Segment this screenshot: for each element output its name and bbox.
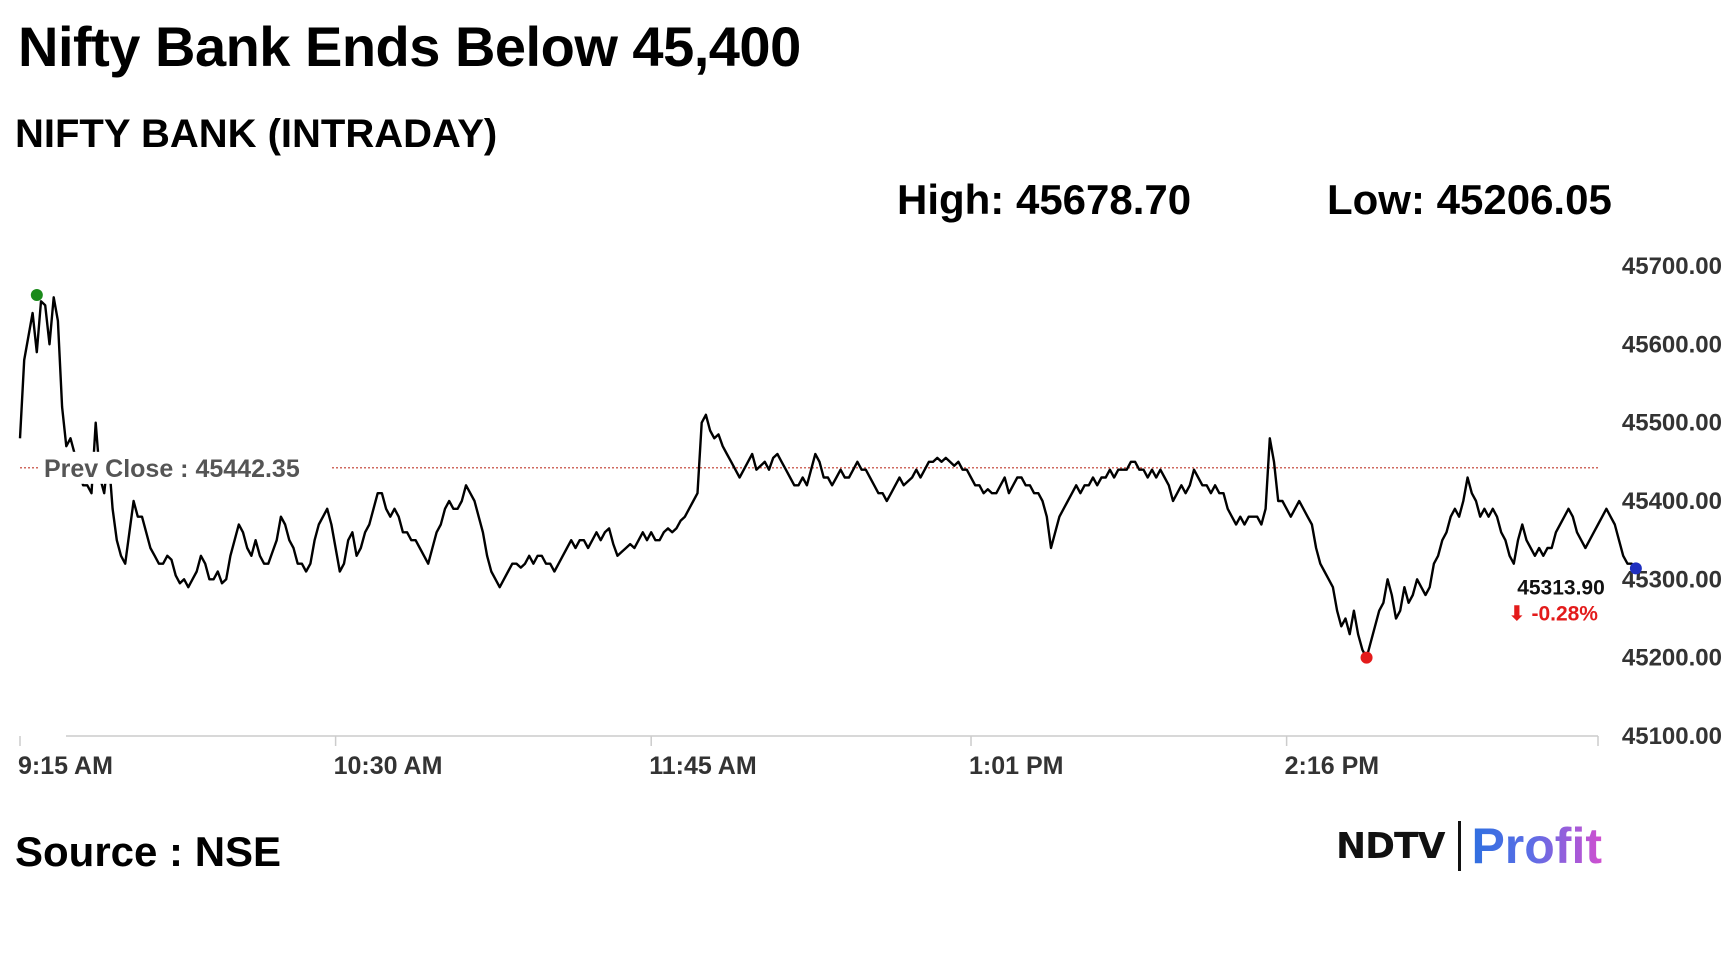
x-tick-label: 1:01 PM — [969, 752, 1063, 780]
y-tick-label: 45100.00 — [1622, 723, 1722, 750]
x-axis: 9:15 AM 10:30 AM 11:45 AM 1:01 PM 2:16 PM — [18, 736, 1599, 780]
day-high-label: High: 45678.70 — [897, 176, 1192, 223]
x-tick-label: 2:16 PM — [1285, 752, 1379, 780]
x-tick-label: 11:45 AM — [649, 752, 756, 780]
last-change-label: ⬇ -0.28% — [1508, 602, 1598, 625]
logo-profit-text: Profit — [1471, 818, 1602, 874]
logo-ndtv-text: NDTV — [1336, 825, 1445, 867]
prev-close-label: Prev Close : 45442.35 — [44, 455, 300, 483]
y-tick-label: 45500.00 — [1622, 410, 1722, 437]
y-tick-label: 45400.00 — [1622, 488, 1722, 515]
day-low-marker — [1360, 651, 1373, 664]
last-price-label: 45313.90 — [1517, 576, 1605, 599]
y-tick-label: 45200.00 — [1622, 645, 1722, 672]
day-low-label: Low: 45206.05 — [1327, 176, 1612, 223]
y-tick-label: 45600.00 — [1622, 331, 1722, 358]
y-tick-label: 45700.00 — [1622, 253, 1722, 280]
chart-subtitle: NIFTY BANK (INTRADAY) — [15, 112, 498, 156]
logo-divider — [1458, 821, 1462, 871]
source-note: Source : NSE — [15, 828, 282, 875]
last-price-marker — [1629, 562, 1642, 575]
day-high-marker — [30, 288, 43, 301]
ndtv-profit-logo: NDTV Profit — [1336, 818, 1602, 874]
y-axis: 45100.0045200.0045300.0045400.0045500.00… — [1622, 253, 1722, 750]
x-tick-label: 10:30 AM — [334, 752, 443, 780]
chart-headline: Nifty Bank Ends Below 45,400 — [18, 15, 801, 78]
x-tick-label: 9:15 AM — [18, 752, 113, 780]
prev-close-label-bg — [38, 451, 330, 484]
